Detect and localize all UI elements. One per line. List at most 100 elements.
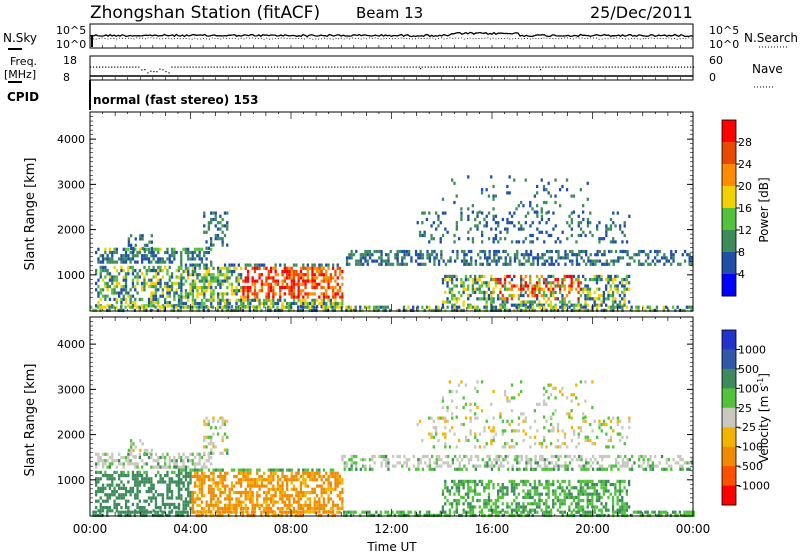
nave-point — [536, 66, 538, 68]
echo-cell — [492, 287, 495, 291]
echo-cell — [552, 483, 555, 487]
echo-cell — [517, 416, 521, 420]
echo-cell — [584, 233, 587, 238]
nave-point — [566, 66, 568, 68]
echo-cell — [403, 249, 406, 254]
echo-cell — [182, 500, 185, 504]
echo-cell — [469, 486, 472, 490]
echo-cell — [577, 426, 580, 430]
echo-cell — [649, 464, 652, 468]
echo-cell — [408, 253, 411, 257]
echo-cell — [602, 237, 606, 241]
echo-cell — [644, 467, 648, 471]
echo-cell — [122, 254, 125, 258]
echo-cell — [584, 492, 587, 496]
echo-cell — [267, 490, 270, 495]
echo-cell — [591, 429, 594, 433]
echo-cell — [398, 461, 402, 465]
echo-cell — [281, 285, 284, 290]
echo-cell — [563, 278, 566, 282]
echo-cell — [474, 287, 477, 291]
echo-cell — [522, 429, 525, 433]
echo-cell — [539, 464, 542, 468]
echo-cell — [297, 305, 300, 309]
echo-cell — [448, 492, 451, 496]
echo-cell — [318, 269, 321, 274]
echo-cell — [184, 465, 187, 469]
echo-cell — [462, 281, 465, 285]
echo-cell — [184, 289, 188, 293]
echo-cell — [221, 308, 224, 312]
echo-cell — [334, 301, 337, 306]
echo-cell — [642, 262, 645, 266]
echo-cell — [136, 474, 139, 478]
echo-cell — [329, 484, 332, 488]
echo-cell — [545, 200, 548, 205]
echo-cell — [315, 276, 319, 280]
echo-cell — [198, 452, 201, 456]
echo-cell — [97, 480, 100, 484]
echo-cell — [234, 305, 238, 309]
echo-cell — [385, 259, 388, 263]
echo-cell — [127, 490, 130, 494]
echo-cell — [191, 490, 194, 495]
echo-cell — [295, 269, 298, 274]
echo-cell — [435, 305, 438, 309]
echo-cell — [681, 253, 684, 257]
nave-point — [503, 66, 505, 68]
nave-point — [509, 66, 511, 68]
echo-cell — [106, 452, 109, 456]
echo-cell — [441, 233, 445, 238]
echo-cell — [623, 287, 626, 291]
freq-unit: [MHz] — [4, 68, 36, 81]
echo-cell — [421, 305, 424, 309]
echo-cell — [586, 495, 589, 499]
echo-cell — [474, 464, 477, 468]
echo-cell — [187, 465, 190, 469]
echo-cell — [476, 499, 479, 503]
echo-cell — [608, 262, 611, 266]
echo-cell — [479, 249, 482, 254]
echo-cell — [287, 308, 291, 312]
echo-cell — [338, 285, 342, 290]
echo-cell — [111, 257, 114, 261]
echo-cell — [672, 253, 675, 257]
nave-point — [192, 66, 194, 68]
echo-cell — [447, 454, 450, 459]
echo-cell — [99, 477, 102, 481]
echo-cell — [138, 247, 141, 251]
nsearch-tick-bottom: 10^0 — [709, 38, 739, 51]
echo-cell — [122, 285, 125, 289]
echo-cell — [476, 281, 479, 285]
echo-cell — [414, 467, 418, 471]
nave-point — [530, 66, 532, 68]
echo-cell — [571, 259, 574, 263]
echo-cell — [322, 487, 326, 491]
echo-cell — [554, 297, 557, 301]
echo-cell — [322, 500, 326, 504]
echo-cell — [635, 253, 638, 257]
echo-cell — [575, 486, 578, 490]
echo-cell — [647, 256, 650, 260]
echo-cell — [187, 474, 190, 479]
echo-cell — [520, 505, 523, 509]
echo-cell — [290, 468, 293, 472]
echo-cell — [547, 274, 550, 278]
echo-cell — [249, 490, 252, 495]
echo-cell — [187, 503, 190, 507]
echo-cell — [529, 253, 533, 257]
echo-cell — [177, 301, 181, 306]
echo-cell — [405, 308, 408, 312]
nave-point — [596, 66, 598, 68]
echo-cell — [152, 304, 155, 308]
echo-cell — [101, 269, 105, 273]
echo-cell — [113, 490, 116, 494]
echo-cell — [263, 506, 266, 511]
echo-cell — [545, 188, 548, 192]
echo-cell — [253, 285, 257, 290]
echo-cell — [90, 305, 93, 309]
echo-cell — [216, 227, 220, 231]
echo-cell — [187, 273, 190, 277]
echo-cell — [200, 478, 204, 482]
nave-point — [412, 66, 414, 68]
